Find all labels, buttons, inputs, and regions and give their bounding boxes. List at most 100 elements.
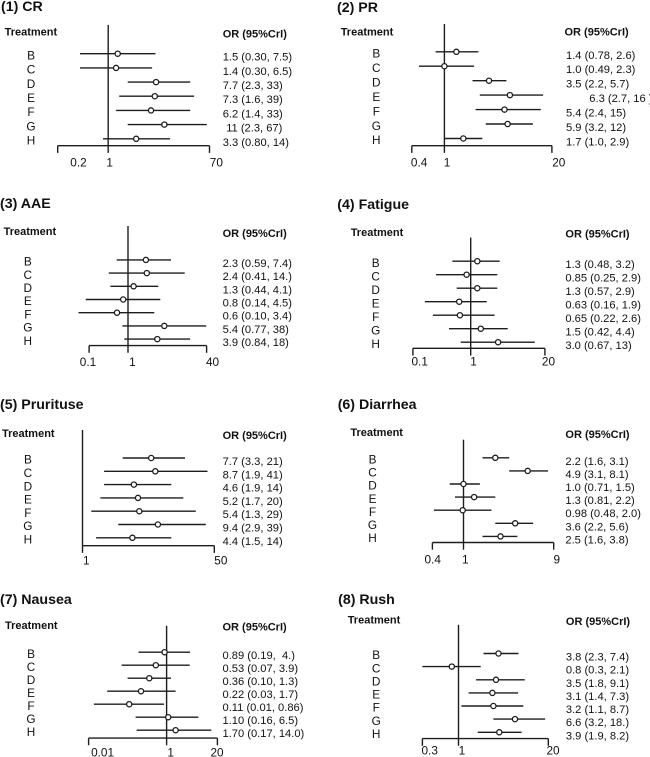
- svg-text:E: E: [372, 688, 380, 702]
- svg-text:1.4 (0.30, 6.5): 1.4 (0.30, 6.5): [223, 66, 293, 78]
- svg-text:B: B: [24, 453, 32, 467]
- svg-text:1.0 (0.71, 1.5): 1.0 (0.71, 1.5): [565, 482, 635, 494]
- svg-text:D: D: [372, 75, 381, 89]
- svg-text:F: F: [373, 104, 380, 118]
- svg-text:C: C: [372, 661, 381, 675]
- svg-text:B: B: [24, 255, 32, 269]
- svg-text:OR (95%CrI): OR (95%CrI): [223, 28, 288, 40]
- svg-text:5.9 (3.2, 12): 5.9 (3.2, 12): [566, 122, 626, 134]
- svg-text:E: E: [27, 686, 35, 700]
- svg-text:C: C: [27, 63, 36, 77]
- svg-text:0.98 (0.48, 2.0): 0.98 (0.48, 2.0): [565, 508, 641, 520]
- svg-text:(7) Nausea: (7) Nausea: [0, 592, 72, 608]
- svg-text:0.63 (0.16, 1.9): 0.63 (0.16, 1.9): [565, 300, 641, 312]
- svg-text:OR (95%CrI): OR (95%CrI): [223, 622, 288, 634]
- svg-text:5.4 (0.77, 38): 5.4 (0.77, 38): [223, 324, 290, 336]
- svg-text:Treatment: Treatment: [348, 614, 401, 626]
- svg-text:20: 20: [211, 746, 225, 757]
- svg-text:G: G: [23, 321, 32, 335]
- svg-text:20: 20: [552, 156, 566, 170]
- svg-text:B: B: [27, 647, 35, 661]
- svg-text:(6) Diarrhea: (6) Diarrhea: [338, 397, 417, 413]
- svg-text:H: H: [24, 334, 33, 348]
- svg-text:G: G: [368, 518, 377, 532]
- svg-text:B: B: [27, 48, 35, 62]
- svg-text:E: E: [369, 492, 377, 506]
- svg-text:2.4 (0.41, 14.): 2.4 (0.41, 14.): [223, 271, 293, 283]
- svg-text:B: B: [372, 47, 380, 61]
- svg-text:5.4 (2.4, 15): 5.4 (2.4, 15): [566, 108, 626, 120]
- svg-text:(4) Fatigue: (4) Fatigue: [337, 197, 409, 213]
- svg-text:Treatment: Treatment: [4, 226, 57, 238]
- svg-text:0.8 (0.14, 4.5): 0.8 (0.14, 4.5): [223, 298, 293, 310]
- svg-text:F: F: [372, 310, 379, 324]
- svg-text:0.85 (0.25, 2.9): 0.85 (0.25, 2.9): [565, 273, 641, 285]
- svg-text:6.6 (3.2, 18.): 6.6 (3.2, 18.): [566, 717, 629, 729]
- svg-text:1: 1: [459, 743, 466, 757]
- svg-text:3.6 (2.2, 5.6): 3.6 (2.2, 5.6): [565, 521, 628, 533]
- svg-text:B: B: [372, 256, 380, 270]
- svg-text:B: B: [372, 648, 380, 662]
- svg-text:(8) Rush: (8) Rush: [338, 592, 395, 608]
- svg-text:1: 1: [462, 552, 469, 566]
- svg-text:4.6 (1.9, 14): 4.6 (1.9, 14): [223, 483, 283, 495]
- svg-text:0.11 (0.01, 0.86): 0.11 (0.01, 0.86): [223, 702, 304, 714]
- svg-text:1.3 (0.44, 4.1): 1.3 (0.44, 4.1): [223, 284, 293, 296]
- svg-text:F: F: [27, 105, 34, 119]
- svg-text:D: D: [368, 479, 377, 493]
- svg-text:D: D: [24, 281, 33, 295]
- svg-text:Treatment: Treatment: [341, 26, 394, 38]
- svg-text:OR (95%CrI): OR (95%CrI): [223, 430, 288, 442]
- svg-text:3.3 (0.80, 14): 3.3 (0.80, 14): [223, 137, 290, 149]
- svg-text:H: H: [371, 337, 380, 351]
- svg-text:1.3 (0.81, 2.2): 1.3 (0.81, 2.2): [565, 495, 635, 507]
- svg-text:3.2 (1.1, 8.7): 3.2 (1.1, 8.7): [566, 704, 629, 716]
- svg-text:1: 1: [444, 156, 451, 170]
- svg-text:E: E: [27, 91, 35, 105]
- svg-text:3.9 (1.9, 8.2): 3.9 (1.9, 8.2): [566, 730, 629, 742]
- svg-text:3.8 (2.3, 7.4): 3.8 (2.3, 7.4): [566, 652, 629, 664]
- svg-text:Treatment: Treatment: [2, 428, 55, 440]
- svg-text:G: G: [372, 119, 381, 133]
- svg-text:0.2: 0.2: [70, 156, 86, 170]
- svg-text:OR (95%CrI): OR (95%CrI): [566, 616, 631, 628]
- svg-text:5.2 (1.7, 20): 5.2 (1.7, 20): [223, 496, 283, 508]
- svg-text:1.3 (0.57, 2.9): 1.3 (0.57, 2.9): [565, 286, 635, 298]
- svg-text:11 (2.3, 67): 11 (2.3, 67): [226, 123, 282, 135]
- svg-text:H: H: [27, 725, 36, 739]
- svg-text:H: H: [372, 727, 381, 741]
- svg-text:0.4: 0.4: [411, 156, 428, 170]
- svg-text:C: C: [372, 61, 381, 75]
- svg-text:7.7 (2.3, 33): 7.7 (2.3, 33): [223, 80, 283, 92]
- svg-text:1.7 (1.0, 2.9): 1.7 (1.0, 2.9): [566, 137, 629, 149]
- svg-text:Treatment: Treatment: [351, 227, 404, 239]
- svg-text:F: F: [24, 506, 31, 520]
- svg-text:5.4 (1.3, 29): 5.4 (1.3, 29): [223, 509, 283, 521]
- svg-text:6.3 (2.7, 16 ): 6.3 (2.7, 16 ): [589, 93, 650, 105]
- svg-text:2.3 (0.59, 7.4): 2.3 (0.59, 7.4): [223, 258, 293, 270]
- svg-text:C: C: [371, 269, 380, 283]
- svg-text:3.0 (0.67, 13): 3.0 (0.67, 13): [565, 340, 632, 352]
- svg-text:2.2 (1.6, 3.1): 2.2 (1.6, 3.1): [565, 456, 628, 468]
- svg-text:D: D: [27, 673, 36, 687]
- svg-text:D: D: [372, 675, 381, 689]
- svg-text:0.1: 0.1: [80, 355, 96, 369]
- svg-text:0.8 (0.3, 2.1): 0.8 (0.3, 2.1): [566, 665, 629, 677]
- svg-text:(1) CR: (1) CR: [1, 0, 43, 15]
- svg-text:70: 70: [210, 156, 224, 170]
- svg-text:G: G: [26, 712, 35, 726]
- svg-text:1: 1: [470, 355, 477, 369]
- svg-text:1.3 (0.48, 3.2): 1.3 (0.48, 3.2): [565, 259, 635, 271]
- svg-text:(5) Prurituse: (5) Prurituse: [0, 397, 84, 413]
- svg-text:G: G: [23, 519, 32, 533]
- svg-text:3.1 (1.4, 7.3): 3.1 (1.4, 7.3): [566, 691, 629, 703]
- svg-text:H: H: [27, 134, 36, 148]
- svg-text:Treatment: Treatment: [350, 427, 403, 439]
- svg-text:0.89 (0.19, 4.): 0.89 (0.19, 4.): [223, 650, 296, 662]
- svg-text:G: G: [371, 323, 380, 337]
- svg-text:40: 40: [206, 355, 220, 369]
- svg-text:1.0 (0.49, 2.3): 1.0 (0.49, 2.3): [566, 64, 636, 76]
- svg-text:0.6 (0.10, 3.4): 0.6 (0.10, 3.4): [223, 311, 293, 323]
- svg-text:0.36 (0.10, 1.3): 0.36 (0.10, 1.3): [223, 676, 299, 688]
- svg-text:C: C: [24, 268, 33, 282]
